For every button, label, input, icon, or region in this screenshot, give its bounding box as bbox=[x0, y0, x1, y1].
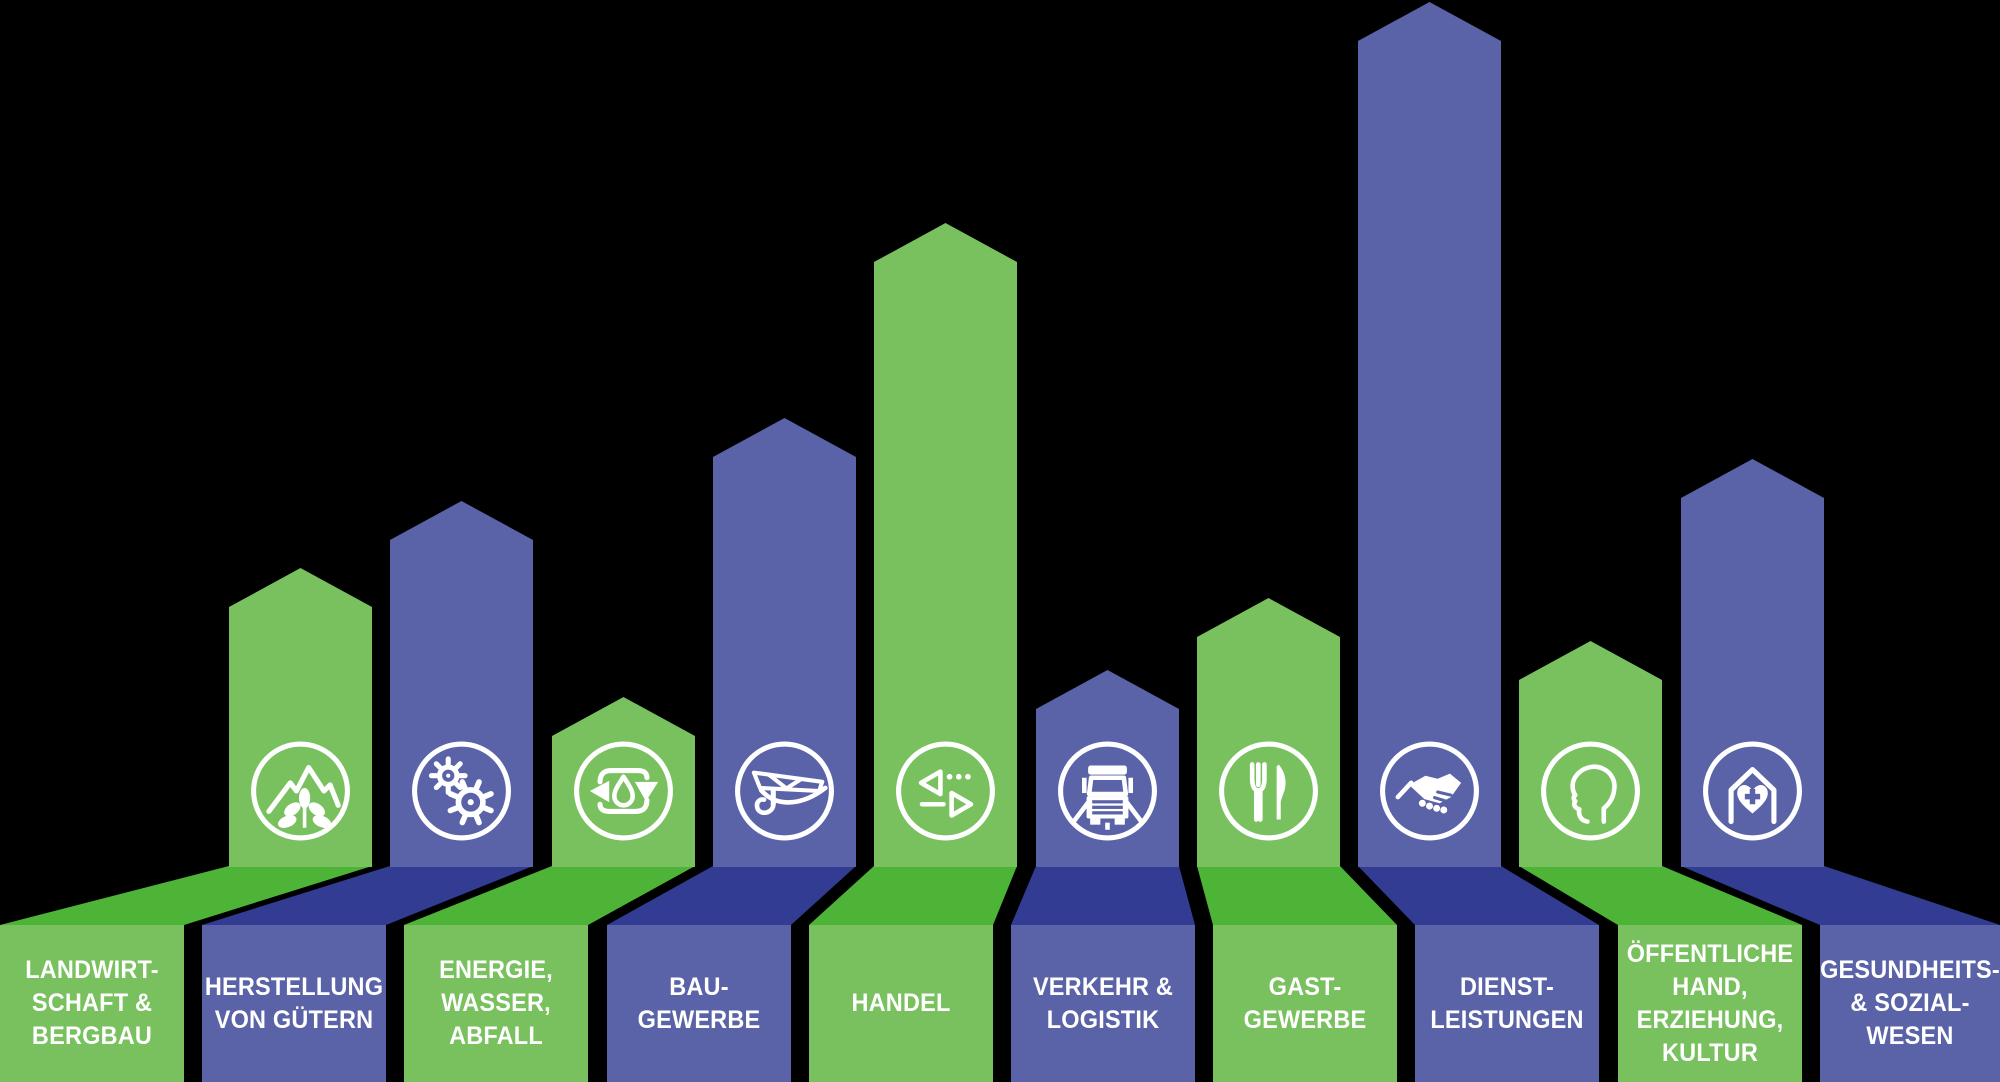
bar-ribbon-connector bbox=[809, 866, 1017, 925]
bar-ribbon-connector bbox=[0, 866, 372, 925]
bar-arrow bbox=[874, 223, 1017, 867]
bar-ribbon-connector bbox=[1197, 866, 1397, 925]
sector-label: VERKEHR & LOGISTIK bbox=[1032, 972, 1174, 1034]
sector-landwirtschaft-bergbau bbox=[0, 568, 372, 1082]
bar-arrow bbox=[552, 697, 695, 867]
sector-label: ÖFFENTLICHE HAND, ERZIEHUNG, KULTUR bbox=[1626, 939, 1794, 1067]
bar-arrow bbox=[713, 418, 856, 867]
sector-label-box bbox=[1820, 925, 2000, 1082]
bar-arrow bbox=[1681, 459, 1824, 867]
sector-label: GAST- GEWERBE bbox=[1243, 972, 1367, 1034]
sector-label-box bbox=[1618, 925, 1802, 1082]
sector-gesundheits-sozialwesen bbox=[1681, 459, 2000, 1082]
sector-verkehr-logistik bbox=[1011, 670, 1195, 1082]
sector-label-box bbox=[607, 925, 791, 1082]
bar-ribbon-connector bbox=[1358, 866, 1599, 925]
sector-gastgewerbe bbox=[1197, 598, 1397, 1082]
bar-arrow bbox=[1358, 2, 1501, 867]
sector-label-box bbox=[404, 925, 588, 1082]
sector-label: DIENST- LEISTUNGEN bbox=[1430, 972, 1584, 1034]
sector-label-box bbox=[1011, 925, 1195, 1082]
bar-ribbon-connector bbox=[1011, 866, 1195, 925]
bar-arrow bbox=[1197, 598, 1340, 867]
sector-label-box bbox=[809, 925, 993, 1082]
sector-energie-wasser-abfall bbox=[404, 697, 695, 1082]
sector-label-box bbox=[0, 925, 184, 1082]
bar-ribbon-connector bbox=[202, 866, 533, 925]
sector-label: LANDWIRT- SCHAFT & BERGBAU bbox=[25, 956, 159, 1050]
sector-label: ENERGIE, WASSER, ABFALL bbox=[439, 956, 553, 1050]
sector-label-box bbox=[202, 925, 386, 1082]
sector-label: HANDEL bbox=[851, 989, 951, 1017]
sector-herstellung-von-guetern bbox=[202, 501, 533, 1082]
sector-baugewerbe bbox=[607, 418, 856, 1082]
sector-handel bbox=[809, 223, 1017, 1082]
bar-ribbon-connector bbox=[1681, 866, 2000, 925]
sector-label: GESUNDHEITS- & SOZIAL- WESEN bbox=[1820, 956, 2000, 1050]
sector-oeffentliche-hand bbox=[1519, 641, 1802, 1082]
bar-ribbon-connector bbox=[1519, 866, 1802, 925]
sector-label: BAU- GEWERBE bbox=[637, 972, 761, 1034]
bar-ribbon-connector bbox=[404, 866, 695, 925]
bar-arrow bbox=[1519, 641, 1662, 867]
bar-arrow bbox=[390, 501, 533, 867]
bar-ribbon-connector bbox=[607, 866, 856, 925]
bar-arrow bbox=[229, 568, 372, 867]
sector-label-box bbox=[1415, 925, 1599, 1082]
sector-dienstleistungen bbox=[1358, 2, 1599, 1082]
sector-label: HERSTELLUNG VON GÜTERN bbox=[204, 972, 384, 1034]
sector-label-box bbox=[1213, 925, 1397, 1082]
